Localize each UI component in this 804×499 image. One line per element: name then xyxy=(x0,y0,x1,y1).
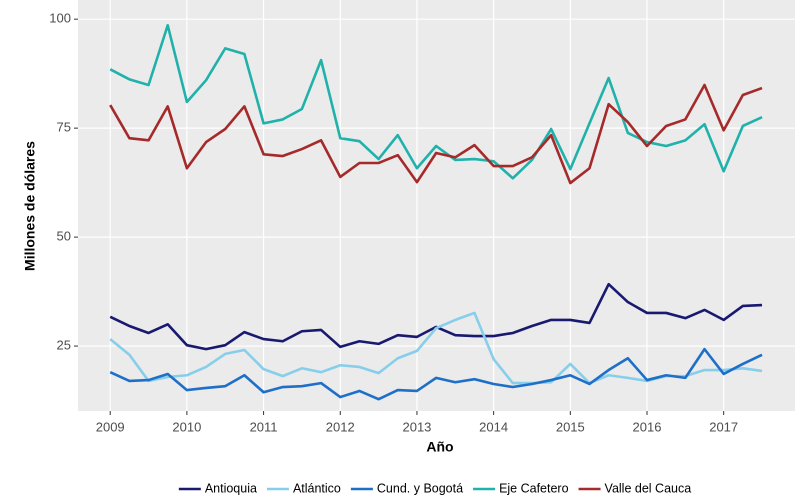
x-tick-label: 2016 xyxy=(633,419,662,434)
legend-label: Cund. y Bogotá xyxy=(377,481,463,495)
x-tick-label: 2010 xyxy=(172,419,201,434)
x-axis-title: Año xyxy=(426,439,453,455)
x-tick-label: 2014 xyxy=(479,419,508,434)
x-tick-label: 2012 xyxy=(326,419,355,434)
legend-label: Atlántico xyxy=(293,481,341,495)
y-tick-label: 50 xyxy=(57,229,71,244)
legend-label: Antioquia xyxy=(205,481,257,495)
x-tick-label: 2015 xyxy=(556,419,585,434)
y-tick-label: 100 xyxy=(49,11,71,26)
y-tick-label: 75 xyxy=(57,120,71,135)
x-tick-label: 2009 xyxy=(96,419,125,434)
legend-label: Valle del Cauca xyxy=(605,481,692,495)
legend-label: Eje Cafetero xyxy=(499,481,569,495)
y-tick-label: 25 xyxy=(57,337,71,352)
line xyxy=(109,347,763,401)
line xyxy=(109,23,763,180)
line xyxy=(109,83,763,185)
y-axis-title: Millones de dólares xyxy=(22,141,38,271)
x-tick-label: 2011 xyxy=(250,419,278,434)
panel xyxy=(78,0,795,411)
x-tick-label: 2017 xyxy=(709,419,738,434)
x-tick-label: 2013 xyxy=(402,419,431,434)
